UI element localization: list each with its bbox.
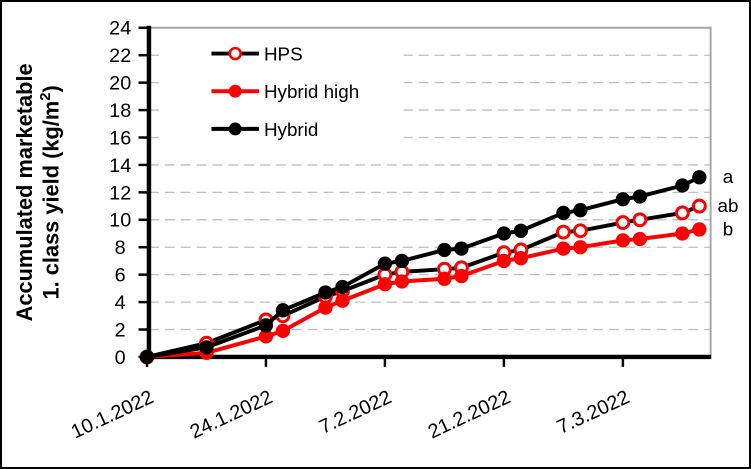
data-point-marker xyxy=(496,253,512,269)
significance-label-hps: ab xyxy=(717,195,738,216)
data-point-marker xyxy=(496,226,512,241)
data-point-marker xyxy=(454,241,469,256)
data-point-marker xyxy=(632,189,648,204)
data-point-marker xyxy=(394,253,410,269)
data-point-marker xyxy=(454,268,469,284)
data-point-marker xyxy=(437,271,452,286)
data-point-marker xyxy=(572,223,588,239)
data-point-marker xyxy=(691,198,707,214)
data-point-marker xyxy=(513,223,529,238)
y-tick-label: 24 xyxy=(109,18,131,40)
data-point-marker xyxy=(692,222,707,237)
data-point-marker xyxy=(258,318,274,333)
data-point-marker xyxy=(632,231,648,247)
data-point-marker xyxy=(675,226,690,241)
y-tick-label: 10 xyxy=(109,210,131,232)
y-tick-label: 20 xyxy=(109,73,131,95)
data-point-marker xyxy=(377,256,393,271)
data-point-marker xyxy=(377,277,393,292)
y-tick-label: 0 xyxy=(115,347,126,369)
data-point-marker xyxy=(258,329,274,344)
significance-label-hybrid: a xyxy=(723,166,734,187)
y-tick-label: 16 xyxy=(109,127,131,149)
legend-marker xyxy=(228,46,242,61)
y-tick-label: 12 xyxy=(109,182,131,204)
data-point-marker xyxy=(275,303,291,318)
series-hybrid xyxy=(139,170,707,365)
data-point-marker xyxy=(573,203,588,218)
data-point-marker xyxy=(437,242,452,258)
y-tick-label: 22 xyxy=(109,45,131,67)
data-point-marker xyxy=(556,241,571,256)
legend: HPS Hybrid high Hybrid xyxy=(211,43,359,140)
legend-item-hybrid: Hybrid xyxy=(211,119,318,140)
legend-marker xyxy=(228,84,242,98)
data-point-marker xyxy=(674,205,690,221)
y-tick-label: 6 xyxy=(115,265,126,287)
data-point-marker xyxy=(318,285,333,300)
legend-item-hybrid-high: Hybrid high xyxy=(211,81,359,102)
data-point-marker xyxy=(199,340,214,355)
y-tick-label: 8 xyxy=(115,237,126,259)
legend-background xyxy=(159,31,404,151)
y-tick-label: 18 xyxy=(109,100,131,122)
data-point-marker xyxy=(556,205,571,221)
data-point-marker xyxy=(275,323,291,339)
data-point-marker xyxy=(394,274,410,289)
data-point-marker xyxy=(318,300,333,315)
legend-label: HPS xyxy=(264,43,303,64)
y-tick-label: 2 xyxy=(115,319,126,341)
data-point-marker xyxy=(335,279,350,295)
data-point-marker xyxy=(615,215,631,230)
legend-marker xyxy=(228,122,242,136)
legend-label: Hybrid high xyxy=(264,81,359,102)
data-point-marker xyxy=(615,233,631,248)
y-axis-title: Accumulated marketable1. class yield (kg… xyxy=(12,63,64,321)
data-point-marker xyxy=(632,212,648,228)
data-point-marker xyxy=(692,170,707,185)
data-point-marker xyxy=(335,293,350,308)
legend-item-hps: HPS xyxy=(211,43,303,64)
data-point-marker xyxy=(513,251,529,266)
significance-label-hybrid-high: b xyxy=(723,218,733,239)
data-point-marker xyxy=(615,192,631,207)
y-tick-label: 14 xyxy=(109,155,131,177)
data-point-marker xyxy=(139,349,155,365)
data-point-marker xyxy=(675,178,690,193)
data-point-marker xyxy=(555,224,571,240)
y-tick-label: 4 xyxy=(115,292,126,314)
data-point-marker xyxy=(573,240,588,255)
legend-label: Hybrid xyxy=(264,119,318,140)
